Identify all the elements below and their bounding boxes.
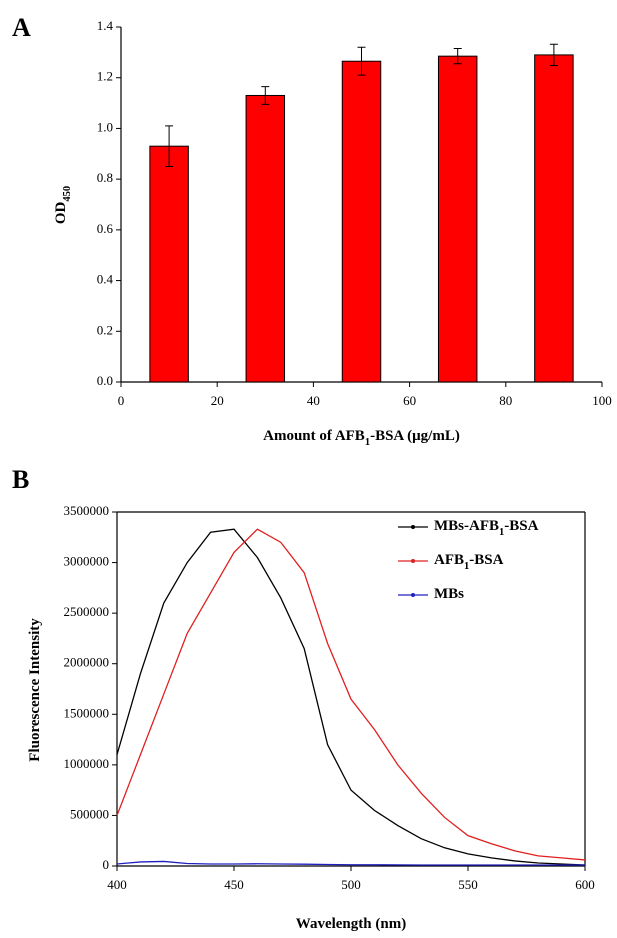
label-part: 1 — [499, 527, 504, 538]
x-axis-title: Amount of AFB1-BSA (μg/mL) — [263, 428, 460, 447]
x-axis-title: Wavelength (nm) — [296, 916, 406, 932]
error-bar — [261, 86, 270, 105]
x-tick-label: 400 — [107, 877, 127, 892]
x-tick-label: 80 — [499, 393, 512, 408]
y-tick-label: 500000 — [70, 806, 109, 821]
label-part: -BSA — [504, 518, 538, 534]
label-part: AFB — [434, 552, 464, 568]
legend-marker — [411, 593, 415, 597]
bar — [437, 55, 478, 383]
label-part: -BSA — [469, 552, 503, 568]
label-part: 1 — [365, 437, 370, 448]
line — [116, 860, 585, 866]
y-tick-label: 2000000 — [64, 655, 110, 670]
y-tick-label: 0.4 — [97, 272, 114, 287]
label-part: Amount of AFB — [263, 428, 365, 444]
y-tick-label: 0.0 — [97, 373, 113, 388]
y-tick-label: 0.2 — [97, 322, 113, 337]
y-tick-label: 0.6 — [97, 221, 114, 236]
legend-marker — [411, 559, 415, 563]
legend-marker — [411, 525, 415, 529]
y-tick-label: 3000000 — [64, 554, 110, 569]
label-part: MBs-AFB — [434, 518, 499, 534]
label-part: OD — [53, 201, 69, 224]
y-tick-label: 3500000 — [64, 503, 110, 518]
x-tick-label: 550 — [458, 877, 478, 892]
bar — [245, 94, 286, 383]
x-tick-label: 500 — [341, 877, 361, 892]
bar — [149, 145, 189, 383]
bar — [341, 60, 382, 383]
error-bar — [453, 48, 462, 65]
label-part: 1 — [464, 561, 469, 572]
legend-label: MBs — [434, 586, 464, 602]
line — [116, 528, 586, 866]
y-tick-label: 1000000 — [64, 756, 110, 771]
y-tick-label: 1.4 — [97, 18, 114, 33]
error-bar — [165, 125, 174, 167]
line — [116, 528, 586, 861]
label-part: 450 — [62, 186, 73, 202]
error-bar — [549, 43, 558, 67]
label-part: -BSA (μg/mL) — [370, 428, 460, 444]
y-axis-title: Fluorescence Intensity — [27, 618, 43, 762]
x-tick-label: 20 — [211, 393, 224, 408]
x-tick-label: 100 — [592, 393, 612, 408]
panel-label: A — [12, 13, 31, 42]
y-tick-label: 0 — [103, 857, 110, 872]
x-tick-label: 0 — [118, 393, 125, 408]
label-part: Fluorescence Intensity — [27, 618, 43, 762]
bar — [534, 54, 574, 383]
y-tick-label: 1.2 — [97, 69, 113, 84]
y-axis-title: OD450 — [53, 186, 72, 224]
legend-label: AFB1-BSA — [434, 552, 504, 571]
label-part: MBs — [434, 586, 464, 602]
legend-label: MBs-AFB1-BSA — [434, 518, 539, 537]
y-tick-label: 1500000 — [64, 705, 110, 720]
x-tick-label: 450 — [224, 877, 244, 892]
y-tick-label: 2500000 — [64, 604, 110, 619]
x-tick-label: 600 — [575, 877, 595, 892]
y-tick-label: 0.8 — [97, 170, 113, 185]
error-bar — [357, 46, 366, 76]
label-part: Wavelength (nm) — [296, 916, 406, 932]
panel-label: B — [12, 465, 29, 494]
y-tick-label: 1.0 — [97, 119, 113, 134]
x-tick-label: 60 — [403, 393, 416, 408]
x-tick-label: 40 — [307, 393, 320, 408]
